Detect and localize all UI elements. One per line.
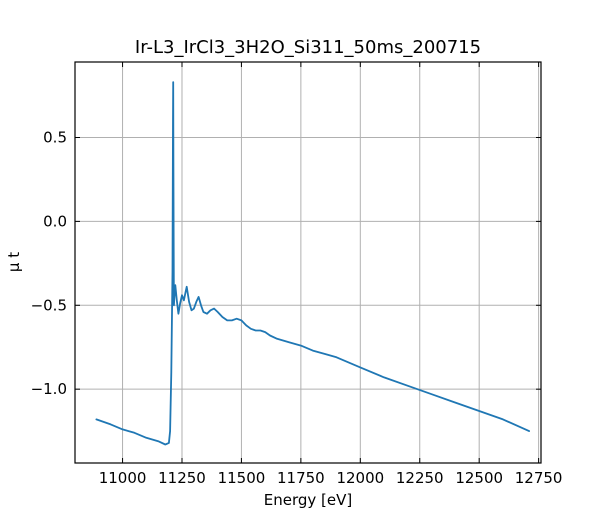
- x-tick-label: 12500: [455, 469, 503, 487]
- y-tick-label: −0.5: [31, 296, 67, 314]
- x-tick-label: 12250: [396, 469, 444, 487]
- x-tick-label: 11000: [99, 469, 147, 487]
- y-axis-label: μ t: [5, 252, 23, 272]
- x-axis-label: Energy [eV]: [264, 491, 352, 509]
- y-tick-label: 0.0: [43, 212, 67, 230]
- x-tick-label: 11500: [218, 469, 266, 487]
- tick-layer: 11000 11250 11500 11750 12000 12250 12500 12750…: [31, 62, 563, 487]
- y-tick-label: −1.0: [31, 380, 67, 398]
- chart-title: Ir-L3_IrCl3_3H2O_Si311_50ms_200715: [135, 37, 481, 58]
- x-tick-label: 11250: [158, 469, 206, 487]
- grid-layer: [75, 62, 541, 463]
- plot-frame: [74, 61, 542, 464]
- series-layer: [95, 81, 530, 446]
- y-tick-label: 0.5: [43, 129, 67, 147]
- x-tick-label: 12750: [515, 469, 563, 487]
- x-tick-label: 11750: [277, 469, 325, 487]
- x-tick-label: 12000: [336, 469, 384, 487]
- series-line: [95, 81, 530, 446]
